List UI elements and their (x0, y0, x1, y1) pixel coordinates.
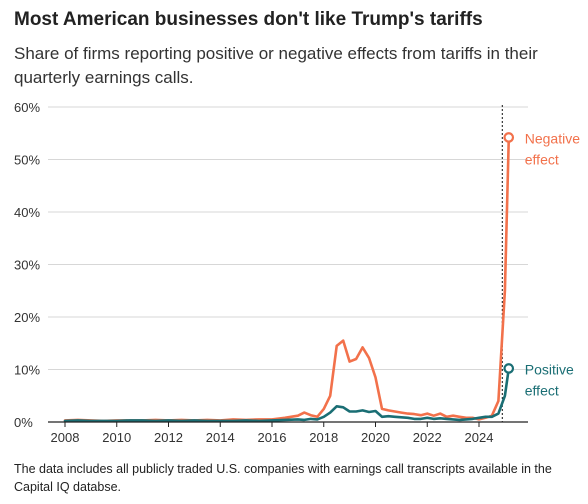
y-tick-label: 60% (14, 100, 40, 115)
grid-lines (48, 106, 528, 370)
series-endpoints (503, 132, 515, 374)
x-tick-label: 2018 (309, 430, 338, 445)
x-tick-label: 2024 (465, 430, 494, 445)
chart-subtitle: Share of firms reporting positive or neg… (14, 44, 538, 87)
chart-title: Most American businesses don't like Trum… (14, 9, 483, 30)
negative-effect-label: Negative (525, 130, 580, 146)
y-tick-label: 30% (14, 258, 40, 273)
x-tick-label: 2012 (154, 430, 183, 445)
y-tick-label: 20% (14, 310, 40, 325)
y-tick-label: 10% (14, 363, 40, 378)
positive-effect-label: Positive (525, 361, 574, 377)
y-tick-label: 40% (14, 205, 40, 220)
negative-effect-line (63, 136, 511, 423)
x-tick-label: 2022 (413, 430, 442, 445)
x-tick-label: 2008 (51, 430, 80, 445)
series-labels: Negative effect Positive effect (525, 130, 580, 398)
x-tick-label: 2010 (102, 430, 131, 445)
positive-effect-line (63, 367, 511, 423)
x-tick-label: 2014 (206, 430, 235, 445)
positive-effect-endpoint (503, 363, 515, 374)
y-axis-tick-labels: 0% 10% 20% 30% 40% 50% 60% (14, 100, 40, 430)
series-lines (63, 136, 511, 423)
negative-effect-endpoint (503, 132, 515, 143)
positive-effect-label: effect (525, 382, 559, 398)
x-tick-label: 2020 (361, 430, 390, 445)
x-axis-tick-labels: 2008 2010 2012 2014 2016 2018 2020 2022 2024 (51, 430, 494, 445)
chart-footnote: The data includes all publicly traded U.… (14, 462, 552, 494)
x-axis (48, 421, 528, 427)
x-tick-label: 2016 (258, 430, 287, 445)
negative-effect-label: effect (525, 151, 559, 167)
y-tick-label: 0% (14, 415, 33, 430)
y-tick-label: 50% (14, 153, 40, 168)
